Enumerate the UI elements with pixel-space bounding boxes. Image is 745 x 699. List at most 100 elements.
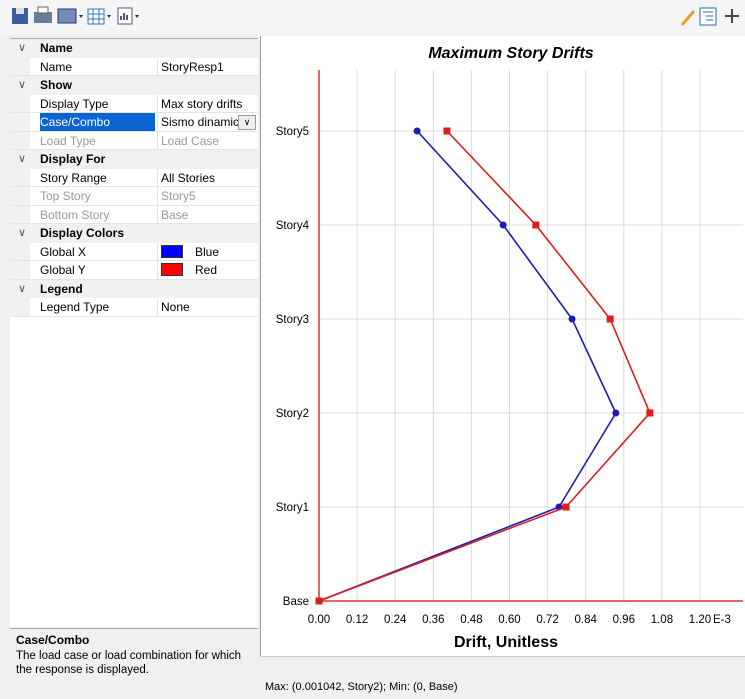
series-line bbox=[318, 130, 617, 602]
property-value-text: None bbox=[161, 300, 190, 314]
row-gutter bbox=[10, 113, 30, 131]
status-bar: Max: (0.001042, Story2); Min: (0, Base) bbox=[260, 656, 745, 699]
property-grid: ∨ Name Name StoryResp1 ∨ Show Display Type Max … bbox=[10, 38, 258, 627]
save-icon-detail bbox=[16, 8, 24, 14]
property-value: Load Case bbox=[157, 131, 258, 149]
property-label: Legend Type bbox=[40, 300, 110, 314]
section-header[interactable]: ∨ Legend bbox=[10, 279, 258, 298]
dropdown-arrow bbox=[135, 15, 139, 18]
series-line bbox=[318, 130, 651, 602]
data-point bbox=[443, 127, 451, 135]
data-point bbox=[612, 409, 620, 417]
toolbar bbox=[0, 0, 745, 35]
collapse-chevron[interactable]: ∨ bbox=[18, 282, 27, 295]
x-tick-label: 0.60 bbox=[498, 614, 520, 626]
property-label: Global X bbox=[40, 244, 87, 259]
property-value: None bbox=[157, 298, 258, 316]
property-value: All Stories bbox=[157, 168, 258, 186]
y-tick-label: Story2 bbox=[276, 408, 309, 420]
collapse-chevron[interactable]: ∨ bbox=[18, 227, 27, 239]
x-tick-label: 0.00 bbox=[308, 614, 330, 626]
x-tick-label: 1.08 bbox=[651, 614, 673, 626]
property-value-text: Sismo dinamic bbox=[161, 115, 240, 129]
data-point bbox=[499, 221, 507, 229]
row-gutter bbox=[10, 261, 30, 279]
property-value-text: Story5 bbox=[161, 189, 196, 203]
y-tick-label: Story3 bbox=[276, 314, 309, 326]
row-gutter bbox=[10, 57, 30, 75]
property-row[interactable]: Legend Type None bbox=[10, 298, 258, 317]
move-icon[interactable] bbox=[725, 9, 739, 23]
property-label: Case/Combo bbox=[40, 113, 155, 131]
collapse-chevron[interactable]: ∨ bbox=[18, 42, 27, 54]
property-row: Bottom Story Base bbox=[10, 205, 258, 224]
view-icon[interactable] bbox=[57, 8, 77, 24]
data-point bbox=[562, 503, 570, 511]
y-tick-label: Base bbox=[283, 596, 309, 608]
section-header[interactable]: ∨ Display Colors bbox=[10, 224, 258, 243]
section-header[interactable]: ∨ Show bbox=[10, 76, 258, 95]
table-icon-grid bbox=[88, 9, 104, 24]
property-row[interactable]: Name StoryResp1 bbox=[10, 57, 258, 76]
x-tick-label: 0.72 bbox=[536, 614, 558, 626]
row-gutter bbox=[10, 168, 30, 186]
property-row[interactable]: Global X Blue bbox=[10, 242, 258, 261]
description-text: The load case or load combination for wh… bbox=[16, 650, 242, 676]
chart-background bbox=[261, 36, 745, 656]
property-value-text: Max story drifts bbox=[161, 96, 243, 111]
x-tick-label: 0.12 bbox=[346, 614, 368, 626]
print-icon-paper bbox=[37, 6, 49, 14]
property-label: Load Type bbox=[40, 133, 96, 148]
property-value: Blue bbox=[157, 242, 258, 260]
table-icon[interactable] bbox=[87, 8, 105, 25]
property-value-text: Base bbox=[161, 207, 189, 222]
property-value-text: StoryResp1 bbox=[161, 59, 224, 74]
property-label: Name bbox=[40, 59, 73, 74]
section-title: Show bbox=[40, 78, 72, 92]
property-label: Display Type bbox=[40, 96, 109, 111]
property-row[interactable]: Case/Combo Sismo dinamic ∨ bbox=[10, 113, 258, 132]
x-tick-label: 0.84 bbox=[575, 614, 598, 626]
data-point bbox=[315, 597, 323, 605]
row-gutter bbox=[10, 205, 30, 223]
property-value-text: All Stories bbox=[161, 170, 216, 185]
section-title: Name bbox=[40, 41, 73, 55]
property-row[interactable]: Display Type Max story drifts bbox=[10, 94, 258, 113]
property-value: Max story drifts bbox=[157, 94, 258, 112]
status-text: Max: (0.001042, Story2); Min: (0, Base) bbox=[265, 681, 458, 693]
property-value-text: Blue bbox=[195, 244, 220, 259]
row-gutter bbox=[10, 94, 30, 112]
dropdown-arrow bbox=[79, 15, 83, 18]
x-axis-multiplier: E-3 bbox=[713, 614, 731, 626]
property-row[interactable]: Story Range All Stories bbox=[10, 168, 258, 187]
print-icon[interactable] bbox=[34, 12, 52, 23]
property-label: Story Range bbox=[40, 170, 107, 185]
collapse-chevron[interactable]: ∨ bbox=[18, 79, 27, 91]
property-value: Sismo dinamic ∨ bbox=[157, 113, 258, 131]
property-row[interactable]: Global Y Red bbox=[10, 261, 258, 280]
collapse-chevron[interactable]: ∨ bbox=[18, 153, 27, 165]
data-point bbox=[413, 127, 421, 135]
property-value: StoryResp1 bbox=[157, 57, 258, 75]
description-panel: Case/Combo The load case or load combina… bbox=[10, 628, 258, 690]
row-gutter bbox=[10, 242, 30, 260]
property-label: Top Story bbox=[40, 189, 91, 203]
data-point bbox=[568, 315, 576, 323]
y-tick-label: Story1 bbox=[276, 502, 309, 514]
data-point bbox=[646, 409, 654, 417]
y-tick-label: Story5 bbox=[276, 126, 309, 138]
tree-icon-lines bbox=[703, 11, 713, 21]
section-title: Legend bbox=[40, 281, 83, 296]
x-tick-label: 0.96 bbox=[613, 614, 635, 626]
row-gutter bbox=[10, 298, 30, 316]
section-header[interactable]: ∨ Name bbox=[10, 39, 258, 58]
data-point bbox=[532, 221, 540, 229]
chart-title: Maximum Story Drifts bbox=[428, 45, 593, 62]
report-icon-bars bbox=[120, 13, 128, 20]
pencil-icon[interactable] bbox=[681, 10, 695, 26]
toolbar-icons bbox=[12, 6, 739, 26]
section-header[interactable]: ∨ Display For bbox=[10, 150, 258, 169]
x-axis-label: Drift, Unitless bbox=[454, 634, 558, 651]
row-gutter bbox=[10, 131, 30, 149]
dropdown-button[interactable]: ∨ bbox=[238, 115, 256, 130]
